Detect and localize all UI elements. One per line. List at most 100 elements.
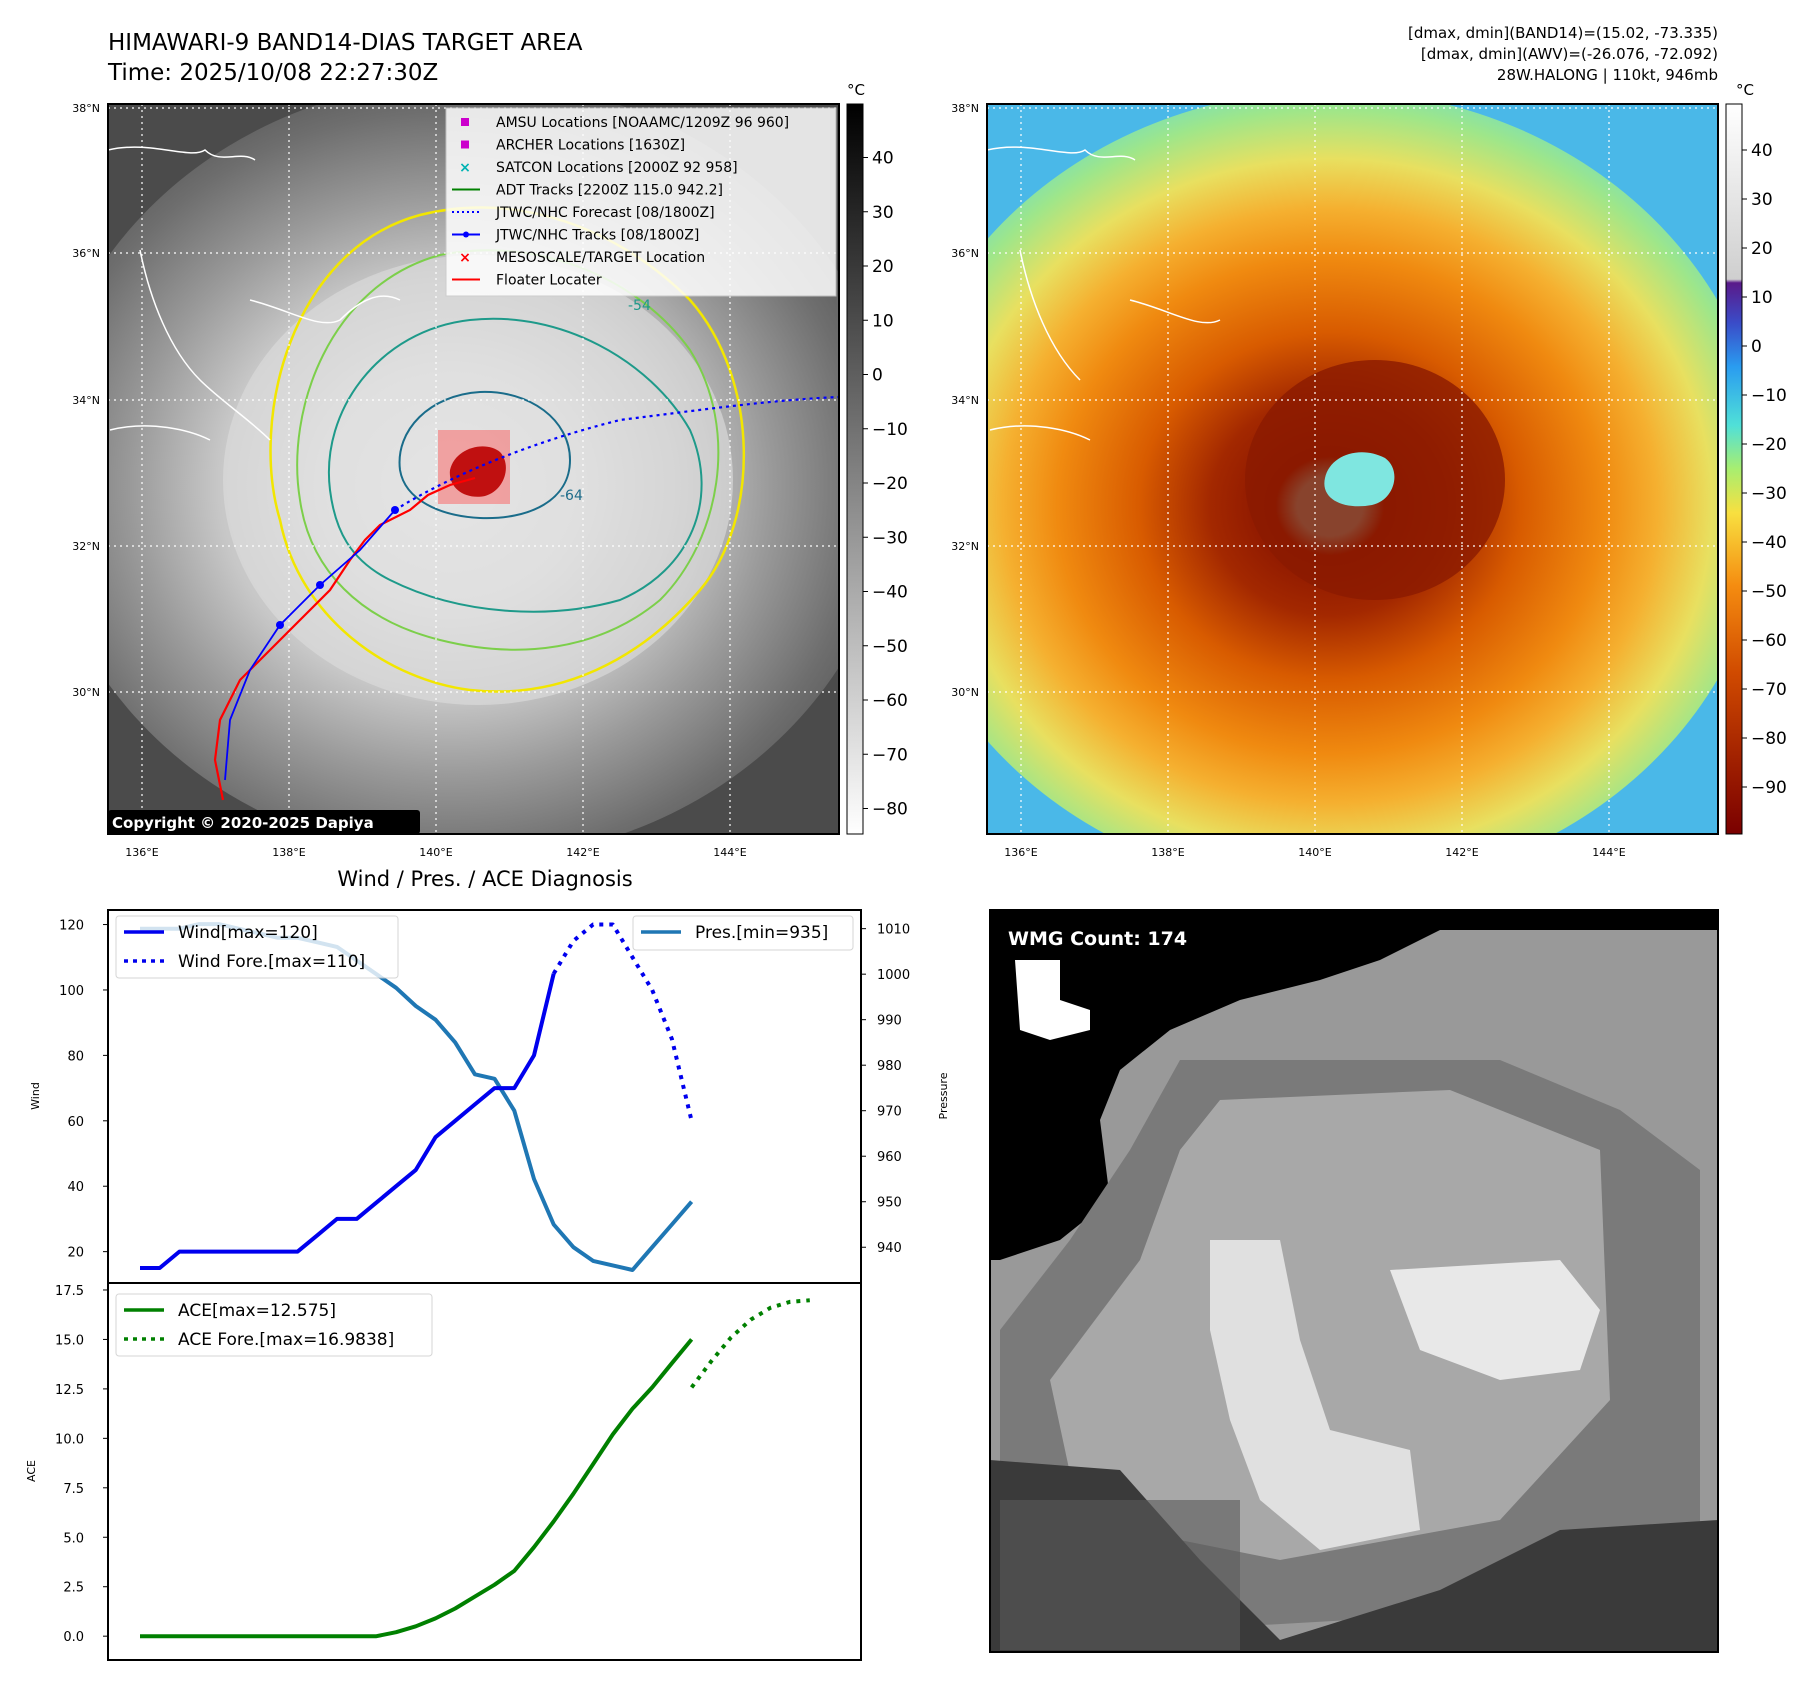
axis-tick-label: 990 bbox=[877, 1014, 902, 1029]
axis-tick-label: 960 bbox=[877, 1150, 902, 1165]
ace-forecast-legend-label: ACE Fore.[max=16.9838] bbox=[178, 1330, 394, 1350]
contour-darkteal bbox=[398, 390, 572, 520]
contour-label-1: -54 bbox=[628, 298, 651, 314]
color-coastline bbox=[987, 146, 1221, 441]
wmg-black-region bbox=[990, 910, 1718, 1260]
axis-tick-label: 7.5 bbox=[63, 1482, 84, 1497]
wind-series-line bbox=[140, 973, 556, 1270]
legend-square-marker bbox=[461, 118, 469, 126]
color-eye bbox=[1324, 452, 1395, 507]
colorbar-tick-label: −70 bbox=[872, 745, 908, 765]
pressure-axis-label: Pressure bbox=[937, 1072, 950, 1119]
colorbar-tick-label: −50 bbox=[1751, 582, 1787, 602]
colorbar-tick-label: −40 bbox=[872, 583, 908, 603]
pressure-ticks: 1010 1000 990 980 970 960 950 940 bbox=[861, 923, 910, 1256]
lon-label: 138°E bbox=[1151, 846, 1184, 859]
legend-x-marker: × bbox=[459, 250, 471, 266]
color-map-panel bbox=[986, 103, 1719, 835]
legend-item: JTWC/NHC Tracks [08/1800Z] bbox=[452, 228, 699, 244]
figure-time: Time: 2025/10/08 22:27:30Z bbox=[107, 60, 438, 86]
lon-label: 144°E bbox=[1592, 846, 1625, 859]
coastline-japan bbox=[108, 146, 401, 441]
map-legend: AMSU Locations [NOAAMC/1209Z 96 960] ARCH… bbox=[445, 107, 837, 297]
legend-item: Floater Locater bbox=[452, 273, 602, 289]
stats-awv: [dmax, dmin](AWV)=(-26.076, -72.092) bbox=[1421, 45, 1718, 63]
colorbar-tick-label: −40 bbox=[1751, 533, 1787, 553]
axis-tick-label: 17.5 bbox=[55, 1284, 84, 1299]
pressure-legend-label: Pres.[min=935] bbox=[695, 923, 828, 943]
axis-tick-label: 970 bbox=[877, 1105, 902, 1120]
copyright-text: Copyright © 2020-2025 Dapiya bbox=[112, 814, 374, 832]
storm-info: 28W.HALONG | 110kt, 946mb bbox=[1497, 66, 1718, 84]
lat-label: 32°N bbox=[72, 540, 100, 553]
colorbar-tick-label: −60 bbox=[872, 691, 908, 711]
ace-axis-label: ACE bbox=[25, 1460, 38, 1482]
axis-tick-label: 2.5 bbox=[63, 1581, 84, 1596]
ir-lat-labels: 38°N 36°N 34°N 32°N 30°N bbox=[72, 102, 100, 699]
colorbar-tick-label: −10 bbox=[872, 420, 908, 440]
colorbar-tick-label: 10 bbox=[872, 311, 894, 331]
wmg-label: WMG Count: 174 bbox=[1008, 928, 1187, 950]
lat-label: 30°N bbox=[951, 686, 979, 699]
axis-tick-label: 20 bbox=[67, 1246, 84, 1261]
wmg-panel: WMG Count: 174 bbox=[989, 909, 1719, 1653]
ace-legend: ACE[max=12.575] ACE Fore.[max=16.9838] bbox=[115, 1293, 433, 1357]
lon-label: 136°E bbox=[125, 846, 158, 859]
legend-item: ADT Tracks [2200Z 115.0 942.2] bbox=[452, 183, 723, 199]
axis-tick-label: 15.0 bbox=[55, 1333, 84, 1348]
legend-item-label: JTWC/NHC Forecast [08/1800Z] bbox=[495, 205, 715, 221]
lat-label: 34°N bbox=[951, 394, 979, 407]
axis-tick-label: 1000 bbox=[877, 968, 910, 983]
wind-forecast-legend-label: Wind Fore.[max=110] bbox=[178, 952, 365, 972]
legend-item: ARCHER Locations [1630Z] bbox=[461, 138, 685, 154]
axis-tick-label: 120 bbox=[59, 919, 84, 934]
wind-forecast-series-line bbox=[551, 922, 694, 1122]
jtwc-point-2 bbox=[316, 581, 324, 589]
legend-item-label: AMSU Locations [NOAAMC/1209Z 96 960] bbox=[496, 115, 789, 131]
ir-map-frame bbox=[107, 103, 840, 835]
colorbar-tick-label: −20 bbox=[1751, 435, 1787, 455]
axis-tick-label: 1010 bbox=[877, 923, 910, 938]
wmg-white-hole bbox=[1015, 960, 1090, 1040]
colorbar-tick-label: 20 bbox=[1751, 239, 1773, 259]
wmg-lightgray bbox=[1050, 1090, 1610, 1560]
lon-label: 140°E bbox=[1298, 846, 1331, 859]
copyright-box bbox=[108, 810, 420, 834]
legend-item-label: SATCON Locations [2000Z 92 958] bbox=[496, 160, 738, 176]
lat-label: 32°N bbox=[951, 540, 979, 553]
ace-axes bbox=[107, 1282, 862, 1661]
axis-tick-label: 40 bbox=[67, 1180, 84, 1195]
ace-ticks: 17.5 15.0 12.5 10.0 7.5 5.0 2.5 0.0 bbox=[55, 1284, 108, 1645]
lat-label: 36°N bbox=[951, 247, 979, 260]
wind-ticks: 120 100 80 60 40 20 bbox=[59, 919, 108, 1261]
axis-tick-label: 0.0 bbox=[63, 1630, 84, 1645]
lon-label: 136°E bbox=[1004, 846, 1037, 859]
colorbar-tick-label: 40 bbox=[1751, 141, 1773, 161]
color-colorbar: °C 40 30 20 10 0 −10 −20 −30 −40 −50 −60 −70 −80 −90 bbox=[1725, 81, 1787, 835]
legend-item-label: JTWC/NHC Tracks [08/1800Z] bbox=[495, 228, 699, 244]
colorbar-tick-label: 40 bbox=[872, 149, 894, 169]
axis-tick-label: 12.5 bbox=[55, 1383, 84, 1398]
lat-label: 36°N bbox=[72, 247, 100, 260]
color-lon-labels: 136°E 138°E 140°E 142°E 144°E bbox=[1004, 846, 1625, 859]
colorbar-tick-label: −20 bbox=[872, 474, 908, 494]
axis-tick-label: 80 bbox=[67, 1049, 84, 1064]
contour-label-2: -64 bbox=[560, 488, 583, 504]
wmg-bright-left bbox=[1210, 1240, 1420, 1550]
colorbar-tick-label: 0 bbox=[1751, 337, 1762, 357]
floater-track bbox=[213, 476, 476, 801]
colorbar-tick-label: 30 bbox=[1751, 190, 1773, 210]
gray-colorbar-unit: °C bbox=[847, 81, 865, 99]
contour-yellow bbox=[269, 206, 746, 693]
colorbar-tick-label: −90 bbox=[1751, 778, 1787, 798]
legend-item-label: Floater Locater bbox=[496, 273, 602, 289]
color-gridlines bbox=[987, 104, 1718, 834]
contour-lightgreen bbox=[296, 249, 720, 651]
colorbar-tick-label: 0 bbox=[872, 366, 883, 386]
lat-label: 38°N bbox=[951, 102, 979, 115]
ir-lon-labels: 136°E 138°E 140°E 142°E 144°E bbox=[125, 846, 746, 859]
lat-label: 30°N bbox=[72, 686, 100, 699]
series-layer bbox=[140, 922, 810, 1639]
lon-label: 142°E bbox=[566, 846, 599, 859]
